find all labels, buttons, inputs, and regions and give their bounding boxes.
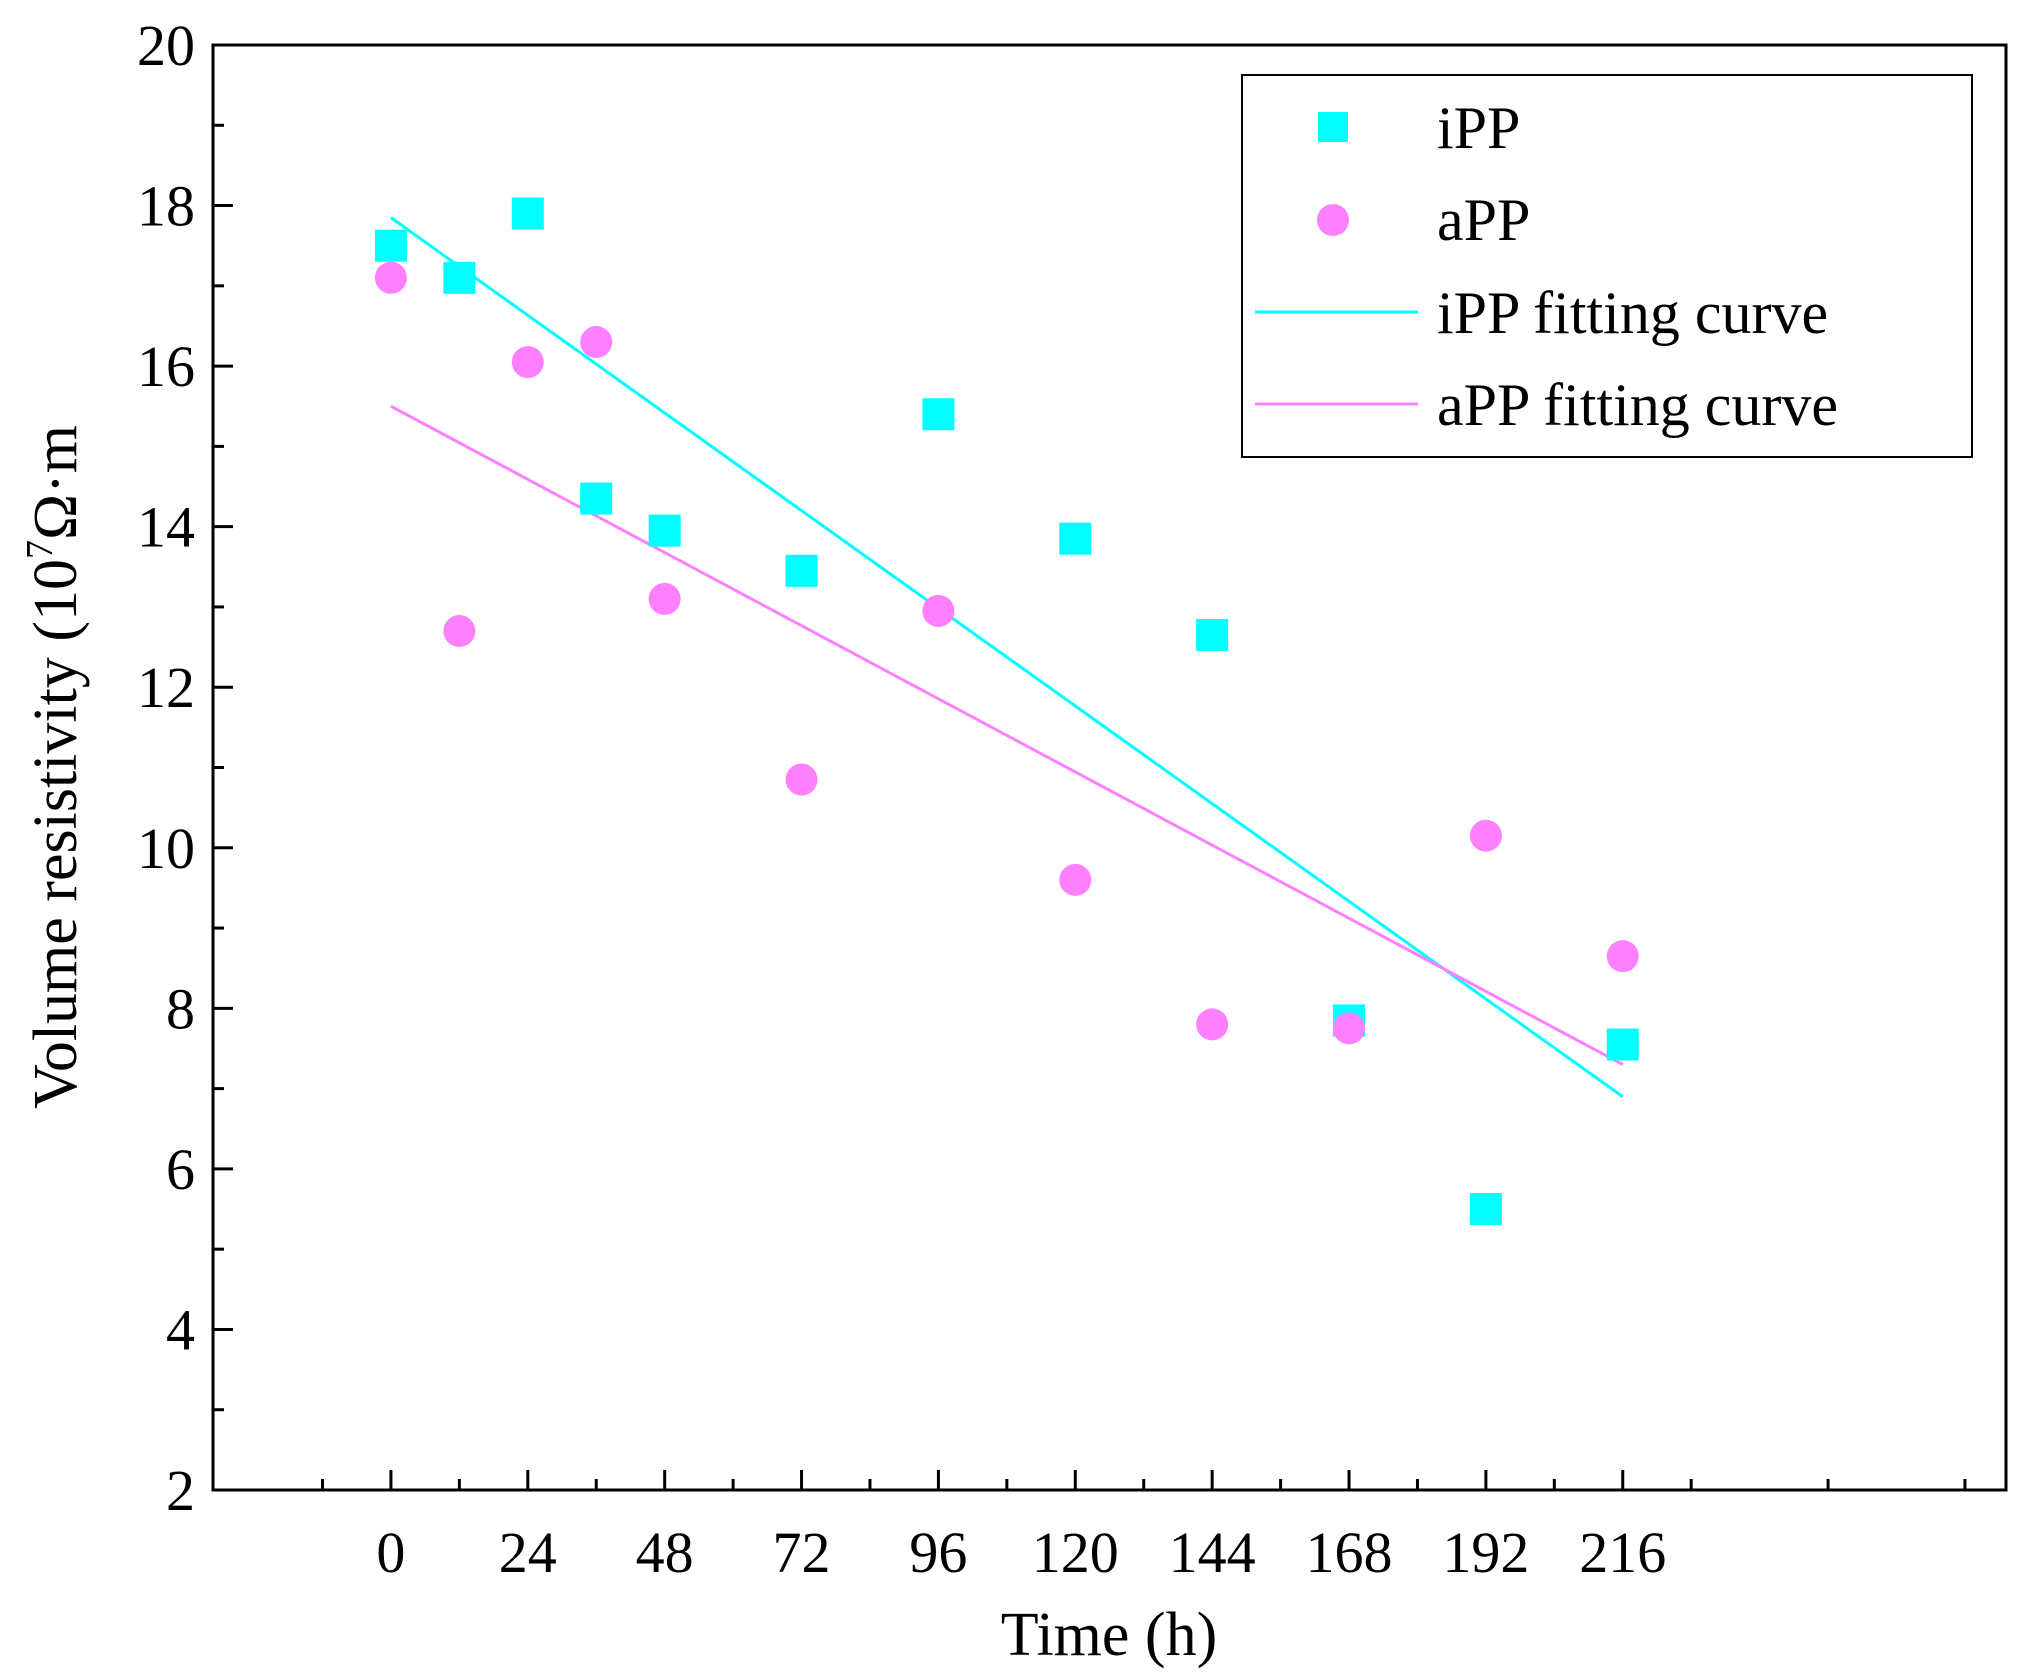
legend-ipp-marker — [1318, 112, 1348, 142]
y-tick-label: 12 — [137, 655, 195, 720]
legend-app-label: aPP — [1437, 187, 1530, 253]
x-tick-label: 144 — [1169, 1520, 1256, 1585]
ipp-fitting-curve-line — [390, 216, 1624, 1098]
ipp-point — [1059, 522, 1092, 555]
ipp-point — [580, 482, 613, 515]
app-fitting-curve-line — [390, 404, 1624, 1066]
x-tick-label: 96 — [909, 1520, 967, 1585]
y-tick-label: 20 — [137, 13, 195, 78]
y-tick-label: 6 — [166, 1137, 195, 1202]
ipp-point — [443, 261, 476, 294]
ipp-point — [785, 554, 818, 587]
app-point — [1606, 940, 1639, 973]
y-axis-label-superscript: 7 — [19, 540, 61, 559]
legend-ipp-fit-label: iPP fitting curve — [1437, 280, 1828, 346]
ipp-point — [1469, 1193, 1502, 1226]
ipp-point — [1606, 1028, 1639, 1061]
x-tick-label: 216 — [1579, 1520, 1666, 1585]
y-tick-label: 18 — [137, 174, 195, 239]
ipp-point — [648, 514, 681, 547]
y-axis-label: Volume resistivity (107Ω·m — [19, 425, 90, 1109]
legend-app-marker — [1317, 204, 1349, 236]
y-tick-label: 2 — [166, 1458, 195, 1523]
app-point — [580, 326, 613, 359]
x-tick-label: 120 — [1032, 1520, 1119, 1585]
y-tick-label: 8 — [166, 976, 195, 1041]
x-tick-label: 72 — [773, 1520, 831, 1585]
app-point — [511, 346, 544, 379]
app-point — [1333, 1012, 1366, 1045]
x-tick-label: 168 — [1306, 1520, 1393, 1585]
points-layer — [374, 197, 1639, 1226]
y-tick-label: 10 — [137, 816, 195, 881]
y-tick-label: 14 — [137, 495, 195, 560]
x-tick-label: 192 — [1442, 1520, 1529, 1585]
x-tick-label: 48 — [636, 1520, 694, 1585]
app-point — [785, 763, 818, 796]
app-point — [648, 582, 681, 615]
legend: iPP aPP iPP fitting curve aPP fitting cu… — [1241, 74, 1973, 458]
ipp-point — [511, 197, 544, 230]
ipp-point — [922, 398, 955, 431]
ipp-point — [374, 229, 407, 262]
fit-lines-layer — [390, 216, 1624, 1098]
x-tick-label: 0 — [376, 1520, 405, 1585]
y-axis-label-suffix: Ω·m — [22, 425, 90, 540]
app-point — [1196, 1008, 1229, 1041]
legend-box — [1241, 74, 1973, 458]
app-point — [374, 261, 407, 294]
app-point — [922, 594, 955, 627]
legend-app-fit-label: aPP fitting curve — [1437, 372, 1838, 438]
app-point — [443, 615, 476, 648]
y-tick-label: 4 — [166, 1297, 195, 1362]
x-axis-label: Time (h) — [1001, 1601, 1217, 1669]
plot-frame — [211, 43, 2008, 1492]
legend-ipp-label: iPP — [1437, 95, 1520, 161]
y-tick-label: 16 — [137, 334, 195, 399]
ticks-layer — [213, 43, 1967, 1492]
x-tick-label: 24 — [499, 1520, 557, 1585]
y-axis-label-prefix: Volume resistivity (10 — [22, 559, 90, 1109]
app-point — [1059, 863, 1092, 896]
app-point — [1469, 819, 1502, 852]
ipp-point — [1196, 619, 1229, 652]
